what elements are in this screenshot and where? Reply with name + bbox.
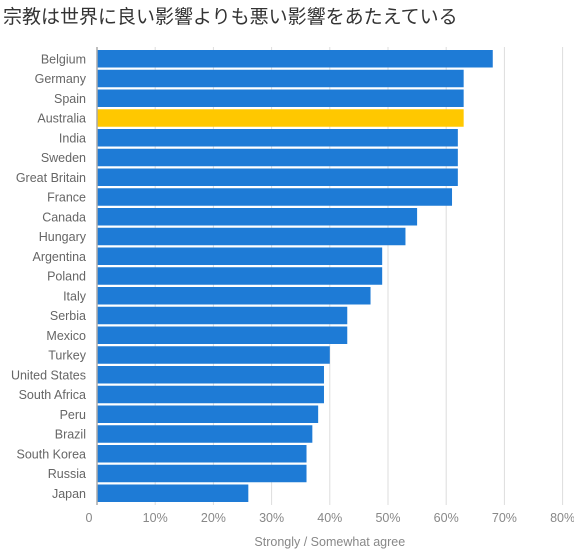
bar [97, 267, 383, 285]
category-label: Brazil [55, 428, 86, 442]
category-label: Mexico [46, 329, 86, 343]
category-labels: Belgium Germany Spain Australia India Sweden G… [11, 52, 87, 501]
bar [97, 287, 371, 305]
category-label: Peru [60, 408, 86, 422]
bar [97, 208, 418, 226]
bar [97, 346, 330, 364]
category-label: India [59, 131, 86, 145]
category-label: Australia [37, 112, 86, 126]
bar [97, 50, 493, 68]
bar [97, 188, 453, 206]
bar [97, 445, 307, 463]
category-label: Poland [47, 270, 86, 284]
category-label: Russia [48, 467, 86, 481]
bar [97, 168, 458, 186]
x-tick-label: 0 [86, 511, 93, 525]
x-tick-label: 40% [317, 511, 342, 525]
x-tick-label: 10% [143, 511, 168, 525]
category-label: Canada [42, 210, 86, 224]
bar [97, 247, 383, 265]
category-label: Spain [54, 92, 86, 106]
x-tick-label: 30% [259, 511, 284, 525]
category-label: Italy [63, 289, 87, 303]
category-label: Sweden [41, 151, 86, 165]
category-label: Argentina [32, 250, 86, 264]
category-label: Belgium [41, 52, 86, 66]
category-label: South Africa [19, 388, 86, 402]
bar [97, 227, 406, 246]
x-tick-label: 70% [492, 511, 517, 525]
category-label: Hungary [39, 230, 87, 244]
bar [97, 326, 348, 344]
category-label: Germany [35, 72, 87, 86]
bar [97, 109, 464, 127]
bar [97, 464, 307, 483]
bar [97, 306, 348, 325]
x-tick-labels: 0 10% 20% 30% 40% 50% 60% 70% 80% [86, 511, 574, 525]
bar [97, 89, 464, 107]
x-tick-label: 50% [375, 511, 400, 525]
x-tick-label: 80% [550, 511, 574, 525]
bar [97, 129, 458, 147]
x-tick-label: 60% [434, 511, 459, 525]
category-label: Japan [52, 487, 86, 501]
bar [97, 366, 324, 384]
category-label: United States [11, 368, 86, 382]
bars [97, 50, 493, 502]
x-axis-title: Strongly / Somewhat agree [254, 535, 405, 549]
x-tick-label: 20% [201, 511, 226, 525]
category-label: France [47, 191, 86, 205]
bar [97, 385, 324, 404]
bar [97, 69, 464, 88]
category-label: South Korea [17, 447, 87, 461]
category-label: Great Britain [16, 171, 86, 185]
category-label: Turkey [48, 349, 86, 363]
bar [97, 405, 319, 423]
category-label: Serbia [50, 309, 86, 323]
bar [97, 484, 249, 502]
bar [97, 148, 458, 167]
chart-title: 宗教は世界に良い影響よりも悪い影響をあたえている [3, 6, 458, 28]
bar [97, 425, 313, 443]
